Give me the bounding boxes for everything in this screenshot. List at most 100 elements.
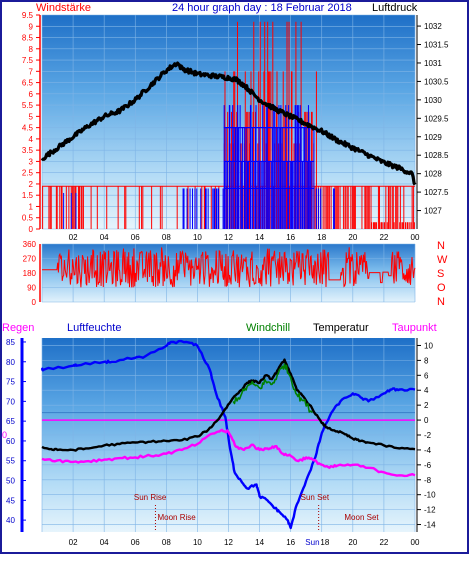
hour-label: 02 xyxy=(69,538,78,547)
pressure-tick-label: 1027.5 xyxy=(424,188,449,197)
pressure-axis-title: Luftdruck xyxy=(372,2,418,14)
wind-tick-label: 5.5 xyxy=(22,101,34,110)
temperature-tick-label: -10 xyxy=(424,491,436,500)
dewpoint-line xyxy=(41,428,416,478)
temperature-label: Temperatur xyxy=(313,322,369,334)
rain-zero-label: 0 xyxy=(2,430,7,440)
wind-tick-label: 5 xyxy=(29,112,34,121)
hour-tick-labels-bottom: 02 04 06 08 10 12 14 16 20 22 00 Sun 18 xyxy=(69,538,420,547)
humidity-tick-label: 45 xyxy=(6,496,15,505)
temperature-tick-label: 8 xyxy=(424,356,429,365)
hour-label: 12 xyxy=(224,538,233,547)
wind-tick-label: 8.5 xyxy=(22,34,34,43)
temperature-tick-label: -12 xyxy=(424,506,436,515)
moon-rise-label: Moon Rise xyxy=(157,513,196,522)
humidity-tick-label: 80 xyxy=(6,358,15,367)
pressure-tick-label: 1029 xyxy=(424,133,442,142)
compass-letter: S xyxy=(437,268,444,280)
humidity-label: Luftfeuchte xyxy=(67,322,121,334)
wind-tick-label: 4.5 xyxy=(22,124,34,133)
rain-label: Regen xyxy=(2,322,34,334)
pressure-line xyxy=(40,61,417,186)
hour-tick-labels-top: 02 04 06 08 10 12 14 16 18 20 22 00 xyxy=(69,233,420,242)
direction-tick-labels: 0 90 180 270 360 xyxy=(23,240,37,307)
hour-label: 00 xyxy=(411,233,420,242)
wind-tick-label: 0 xyxy=(29,225,34,234)
humidity-tick-label: 50 xyxy=(6,477,15,486)
wind-tick-label: 1 xyxy=(29,202,34,211)
temperature-tick-label: 2 xyxy=(424,401,429,410)
humidity-tick-label: 85 xyxy=(6,338,15,347)
hour-label: 22 xyxy=(379,538,388,547)
hour-label: 10 xyxy=(193,233,202,242)
wind-tick-label: 1.5 xyxy=(22,191,34,200)
wind-tick-label: 4 xyxy=(29,135,34,144)
graph-title: 24 hour graph day : 18 Februar 2018 xyxy=(172,2,352,14)
hour-label: 06 xyxy=(131,233,140,242)
pressure-tick-label: 1028.5 xyxy=(424,151,449,160)
humidity-tick-label: 40 xyxy=(6,516,15,525)
direction-tick-label: 180 xyxy=(23,269,37,278)
pressure-tick-label: 1030 xyxy=(424,96,442,105)
hour-label: 04 xyxy=(100,233,109,242)
hour-label: 22 xyxy=(379,233,388,242)
temperature-tick-label: 0 xyxy=(424,416,429,425)
dewpoint-label: Taupunkt xyxy=(392,322,437,334)
direction-tick-label: 90 xyxy=(27,284,36,293)
wind-direction-line xyxy=(42,247,416,288)
hour-label: 08 xyxy=(162,233,171,242)
humidity-tick-labels: 40 45 50 55 60 65 70 75 80 85 xyxy=(6,338,26,525)
temperature-tick-label: 6 xyxy=(424,371,429,380)
temperature-tick-label: -8 xyxy=(424,476,432,485)
wind-tick-label: 6 xyxy=(29,90,34,99)
compass-letter: W xyxy=(437,254,448,266)
pressure-tick-label: 1031 xyxy=(424,59,442,68)
hour-label: 14 xyxy=(255,233,264,242)
wind-tick-label: 3 xyxy=(29,157,34,166)
wind-tick-label: 9 xyxy=(29,22,34,31)
wind-tick-label: 0.5 xyxy=(22,214,34,223)
outer-frame xyxy=(0,0,469,554)
temperature-tick-label: 10 xyxy=(424,341,433,350)
temperature-tick-label: 4 xyxy=(424,386,429,395)
pressure-tick-label: 1030.5 xyxy=(424,77,449,86)
temperature-line xyxy=(41,358,416,452)
temperature-tick-label: -6 xyxy=(424,461,432,470)
wind-tick-label: 9.5 xyxy=(22,11,34,20)
humidity-tick-label: 75 xyxy=(6,378,15,387)
direction-tick-label: 360 xyxy=(23,240,37,249)
humidity-line xyxy=(40,339,416,530)
sun-time-value: 18 xyxy=(320,538,329,547)
pressure-tick-labels: 1027 1027.5 1028 1028.5 1029 1029.5 1030 1030.5… xyxy=(417,22,449,216)
direction-tick-label: 270 xyxy=(23,255,37,264)
temperature-tick-label: -14 xyxy=(424,521,436,530)
hour-label: 04 xyxy=(100,538,109,547)
compass-letter: N xyxy=(437,296,445,308)
wind-tick-label: 2.5 xyxy=(22,169,34,178)
hour-label: 06 xyxy=(131,538,140,547)
pressure-tick-label: 1029.5 xyxy=(424,114,449,123)
sun-time-label: Sun xyxy=(305,538,319,547)
wind-axis-title: Windstärke xyxy=(36,2,91,14)
temperature-tick-label: -2 xyxy=(424,431,432,440)
hour-label: 16 xyxy=(286,538,295,547)
pressure-tick-label: 1027 xyxy=(424,207,442,216)
humidity-tick-label: 55 xyxy=(6,457,15,466)
wind-tick-label: 6.5 xyxy=(22,79,34,88)
wind-tick-label: 7.5 xyxy=(22,56,34,65)
wind-tick-label: 8 xyxy=(29,45,34,54)
humidity-tick-label: 65 xyxy=(6,417,15,426)
direction-tick-label: 0 xyxy=(32,298,37,307)
hour-label: 18 xyxy=(317,233,326,242)
wind-tick-labels: 0 0.5 1 1.5 2 2.5 3 3.5 4 4.5 5 5.5 6 6.5 7 7.5 8 8.5 9 9.5 xyxy=(22,11,40,234)
wind-tick-label: 3.5 xyxy=(22,146,34,155)
hour-label: 08 xyxy=(162,538,171,547)
hour-label: 00 xyxy=(411,538,420,547)
humidity-tick-label: 60 xyxy=(6,437,15,446)
windchill-label: Windchill xyxy=(246,322,290,334)
hour-label: 20 xyxy=(348,233,357,242)
wind-gust-series xyxy=(63,105,335,229)
sun-set-label: Sun Set xyxy=(301,493,330,502)
